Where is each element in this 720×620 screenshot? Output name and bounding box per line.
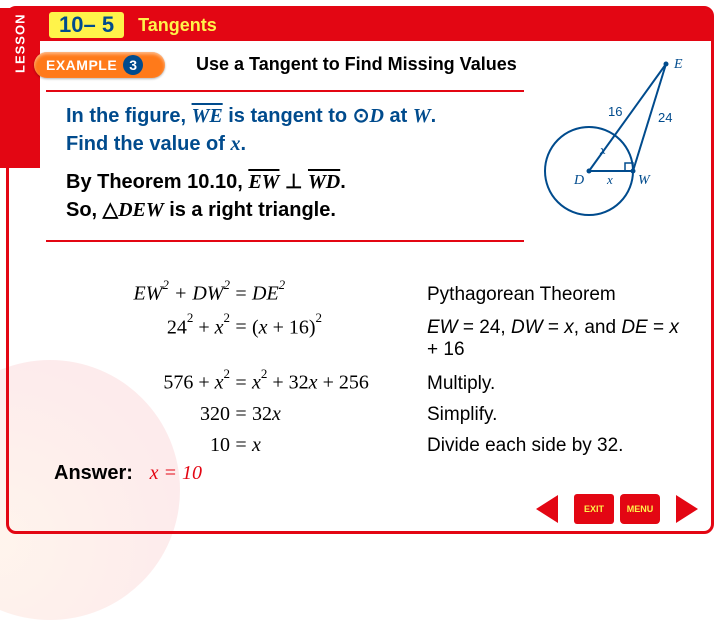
step-reason: Pythagorean Theorem (427, 284, 690, 306)
triangle-icon (103, 199, 118, 221)
point-d: D (369, 105, 383, 127)
solution-steps: EW2 + DW2=DE2Pythagorean Theorem242 + x2… (54, 280, 690, 465)
equals-sign: = (230, 372, 252, 395)
label-d: D (573, 173, 584, 188)
solution-step: EW2 + DW2=DE2Pythagorean Theorem (54, 280, 690, 306)
step-reason: Multiply. (427, 373, 690, 395)
label-e: E (673, 57, 683, 72)
step-lhs: 576 + x2 (54, 369, 230, 395)
label-w: W (638, 173, 651, 188)
example-label: EXAMPLE (46, 57, 117, 73)
equals-sign: = (230, 283, 252, 306)
text: By Theorem 10.10, (66, 171, 248, 193)
point-w: W (413, 105, 431, 127)
step-rhs: x2 + 32x + 256 (252, 369, 427, 395)
answer-value: x = 10 (150, 462, 202, 484)
label-x2: x (606, 172, 613, 187)
text: . (340, 171, 346, 193)
equals-sign: = (230, 316, 252, 339)
label-x1: x (599, 142, 606, 157)
step-rhs: x (252, 434, 427, 457)
step-reason: Simplify. (427, 404, 690, 426)
solution-step: 10=xDivide each side by 32. (54, 434, 690, 457)
equals-sign: = (230, 403, 252, 426)
exit-button[interactable]: EXIT (574, 494, 614, 524)
lesson-header: 10– 5 Tangents (9, 9, 711, 41)
arrow-right-icon (676, 495, 698, 523)
step-reason: EW = 24, DW = x, and DE = x + 16 (427, 317, 690, 361)
problem-statement: In the figure, WE is tangent to D at W. … (46, 90, 524, 242)
text: In the figure, (66, 105, 192, 127)
geometry-diagram: E D W 16 24 x x (534, 56, 694, 226)
next-button[interactable] (666, 492, 700, 526)
lesson-tab: LESSON (0, 8, 40, 168)
segment-we: WE (192, 105, 223, 127)
segment-wd: WD (308, 171, 340, 193)
step-rhs: DE2 (252, 280, 427, 306)
text: . (431, 105, 437, 127)
solution-step: 242 + x2=(x + 16)2EW = 24, DW = x, and D… (54, 314, 690, 362)
example-number: 3 (123, 55, 143, 75)
segment-ew: EW (248, 171, 279, 193)
solution-step: 576 + x2=x2 + 32x + 256Multiply. (54, 369, 690, 395)
step-rhs: (x + 16)2 (252, 314, 427, 340)
arrow-left-icon (536, 495, 558, 523)
label-16: 16 (608, 104, 622, 119)
step-lhs: 242 + x2 (54, 314, 230, 340)
answer-label: Answer: (54, 462, 133, 484)
example-badge: EXAMPLE 3 (34, 52, 165, 78)
solution-step: 320=32xSimplify. (54, 403, 690, 426)
step-rhs: 32x (252, 403, 427, 426)
text: So, (66, 199, 103, 221)
lesson-title: Tangents (138, 15, 217, 36)
menu-button[interactable]: MENU (620, 494, 660, 524)
label-24: 24 (658, 110, 672, 125)
text: Find the value of (66, 133, 230, 155)
perp-icon (285, 171, 302, 193)
prev-button[interactable] (534, 492, 568, 526)
step-lhs: EW2 + DW2 (54, 280, 230, 306)
text: . (240, 133, 246, 155)
text: is a right triangle. (164, 199, 336, 221)
step-reason: Divide each side by 32. (427, 435, 690, 457)
triangle-dew: DEW (118, 199, 164, 221)
lesson-number: 10– 5 (49, 12, 124, 38)
nav-bar: EXIT MENU (534, 492, 700, 526)
text: at (384, 105, 413, 127)
variable-x: x (230, 133, 240, 155)
example-title: Use a Tangent to Find Missing Values (196, 54, 517, 75)
text: is tangent to (223, 105, 353, 127)
step-lhs: 10 (54, 434, 230, 457)
equals-sign: = (230, 434, 252, 457)
step-lhs: 320 (54, 403, 230, 426)
answer: Answer: x = 10 (54, 462, 202, 485)
circle-icon (353, 105, 370, 127)
